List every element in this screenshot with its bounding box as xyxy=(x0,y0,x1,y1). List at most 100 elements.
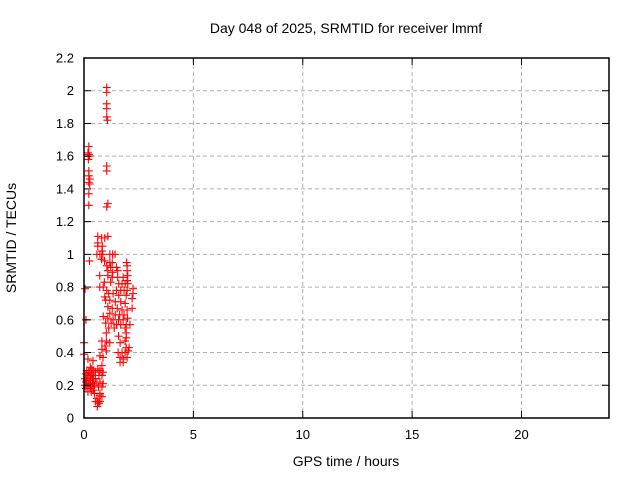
data-point-marker xyxy=(102,88,111,97)
data-point-marker xyxy=(109,289,118,298)
data-point-marker xyxy=(103,199,112,208)
data-point-marker xyxy=(108,258,117,267)
y-tick-label: 1.6 xyxy=(56,149,74,164)
data-point-marker xyxy=(99,312,108,321)
data-point-marker xyxy=(91,374,100,383)
y-tick-label: 0.6 xyxy=(56,312,74,327)
y-tick-label: 0.2 xyxy=(56,378,74,393)
data-point-marker xyxy=(84,178,93,187)
data-point-marker xyxy=(111,250,120,259)
data-point-marker xyxy=(113,304,122,313)
axis-ticks xyxy=(83,57,609,419)
data-point-marker xyxy=(97,371,106,380)
data-point-marker xyxy=(84,155,93,164)
data-point-marker xyxy=(103,302,112,311)
data-point-marker xyxy=(105,309,114,318)
y-tick-label: 2.2 xyxy=(56,51,74,66)
tick-labels: 0 5 10 15 20 0 0.2 0.4 0.6 0.8 1 1.2 1.4 1.6 1.8 2 2.2 xyxy=(56,51,529,443)
data-point-marker xyxy=(102,286,111,295)
data-point-marker xyxy=(123,279,132,288)
data-point-marker xyxy=(119,315,128,324)
data-point-marker xyxy=(97,345,106,354)
data-point-marker xyxy=(125,343,134,352)
data-point-marker xyxy=(125,320,134,329)
y-tick-label: 1 xyxy=(67,247,74,262)
data-point-marker xyxy=(83,355,92,364)
data-point-marker xyxy=(95,397,104,406)
data-point-marker xyxy=(112,263,121,272)
data-point-marker xyxy=(119,358,128,367)
plot-border xyxy=(83,57,610,419)
data-point-marker xyxy=(121,337,130,346)
data-point-marker xyxy=(120,310,129,319)
data-point-marker xyxy=(99,379,108,388)
data-point-marker xyxy=(100,292,109,301)
data-point-marker xyxy=(97,392,106,401)
y-tick-label: 0.8 xyxy=(56,280,74,295)
y-tick-label: 0 xyxy=(67,411,74,426)
data-point-marker xyxy=(110,324,119,332)
data-point-marker xyxy=(123,353,132,362)
data-point-marker xyxy=(99,368,108,377)
data-point-marker xyxy=(84,189,93,198)
data-point-marker xyxy=(105,338,114,347)
gridlines xyxy=(84,58,609,418)
data-point-marker xyxy=(123,276,132,285)
data-point-marker xyxy=(102,337,111,346)
data-point-marker xyxy=(97,361,106,370)
data-point-marker xyxy=(123,286,132,295)
data-point-marker xyxy=(100,256,109,265)
data-point-marker xyxy=(103,314,112,323)
data-point-marker xyxy=(114,291,123,300)
data-point-marker xyxy=(81,284,90,293)
data-point-marker xyxy=(119,273,128,282)
data-point-marker xyxy=(87,387,96,396)
data-point-marker xyxy=(106,278,115,287)
data-point-marker xyxy=(116,338,125,347)
data-point-marker xyxy=(100,234,109,242)
data-point-marker xyxy=(103,116,112,125)
data-point-marker xyxy=(121,324,130,332)
data-point-marker xyxy=(99,353,108,362)
data-point-marker xyxy=(103,271,112,280)
data-point-marker xyxy=(114,332,123,341)
data-point-marker xyxy=(107,319,116,328)
data-point-marker xyxy=(121,299,130,308)
data-point-marker xyxy=(116,297,125,306)
data-points xyxy=(80,83,137,411)
data-point-marker xyxy=(102,202,111,211)
data-point-marker xyxy=(93,402,102,411)
data-point-marker xyxy=(123,266,132,275)
data-point-marker xyxy=(102,166,111,175)
data-point-marker xyxy=(84,201,93,210)
data-point-marker xyxy=(128,294,137,303)
data-point-marker xyxy=(84,142,93,151)
data-point-marker xyxy=(85,256,94,265)
x-tick-label: 20 xyxy=(514,427,528,442)
data-point-marker xyxy=(102,104,111,113)
data-point-marker xyxy=(98,250,107,259)
data-point-marker xyxy=(94,399,103,408)
data-point-marker xyxy=(102,261,111,270)
x-axis-label: GPS time / hours xyxy=(293,453,400,469)
x-tick-label: 5 xyxy=(190,427,197,442)
y-tick-label: 0.4 xyxy=(56,345,74,360)
x-tick-label: 15 xyxy=(405,427,419,442)
data-point-marker xyxy=(122,291,131,300)
y-tick-label: 1.2 xyxy=(56,214,74,229)
data-point-marker xyxy=(102,346,111,355)
data-point-marker xyxy=(128,304,137,313)
data-point-marker xyxy=(95,271,104,280)
x-tick-label: 0 xyxy=(80,427,87,442)
chart-title: Day 048 of 2025, SRMTID for receiver lmm… xyxy=(210,20,482,36)
data-point-marker xyxy=(102,112,111,121)
data-point-marker xyxy=(105,296,114,305)
data-point-marker xyxy=(97,247,106,256)
data-point-marker xyxy=(102,328,111,337)
y-tick-label: 1.4 xyxy=(56,181,74,196)
x-tick-label: 10 xyxy=(296,427,310,442)
data-point-marker xyxy=(85,180,94,188)
data-point-marker xyxy=(121,348,130,357)
